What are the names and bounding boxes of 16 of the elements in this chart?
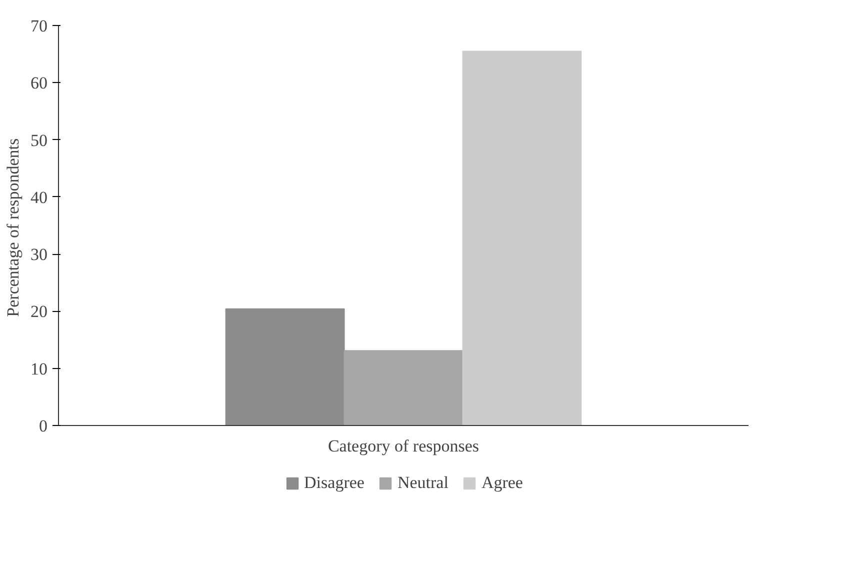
x-axis-title: Category of responses: [328, 436, 480, 456]
y-tick-label: 40: [30, 188, 48, 207]
y-tick-label: 20: [30, 302, 48, 322]
y-tick-label: 60: [30, 74, 48, 93]
bar: [462, 50, 582, 426]
y-tick-label: 30: [30, 245, 48, 264]
legend-label: Agree: [481, 473, 523, 493]
legend-label: Disagree: [304, 473, 364, 493]
bar: [225, 308, 345, 426]
legend-label: Neutral: [397, 473, 448, 493]
y-tick-label: 0: [39, 416, 48, 436]
bar: [344, 350, 464, 426]
y-tick-label: 70: [30, 16, 48, 36]
y-tick-label: 10: [30, 359, 48, 378]
y-axis-title: Percentage of respondents: [4, 138, 22, 317]
y-tick-label: 50: [30, 130, 48, 150]
